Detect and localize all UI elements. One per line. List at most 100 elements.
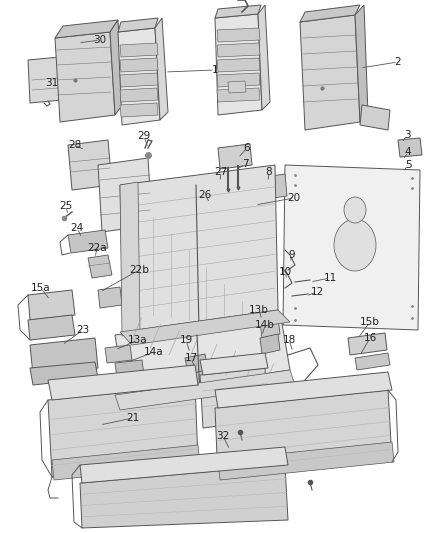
Text: 7: 7: [242, 159, 248, 169]
Polygon shape: [215, 5, 261, 18]
Polygon shape: [30, 338, 98, 375]
Text: 26: 26: [198, 190, 212, 200]
Polygon shape: [55, 32, 115, 122]
Text: 11: 11: [323, 273, 337, 283]
Polygon shape: [360, 105, 390, 130]
Polygon shape: [283, 165, 420, 330]
Polygon shape: [28, 290, 75, 320]
Polygon shape: [80, 465, 288, 528]
Polygon shape: [300, 5, 360, 22]
Ellipse shape: [344, 197, 366, 223]
Polygon shape: [118, 28, 160, 125]
Text: 17: 17: [184, 353, 198, 363]
Polygon shape: [348, 333, 387, 355]
Polygon shape: [115, 370, 295, 410]
Polygon shape: [228, 81, 246, 93]
Polygon shape: [217, 88, 260, 102]
Polygon shape: [260, 334, 280, 354]
Polygon shape: [98, 158, 152, 232]
Text: 3: 3: [404, 130, 410, 140]
Text: 14a: 14a: [144, 347, 164, 357]
Polygon shape: [28, 315, 75, 340]
Text: 19: 19: [180, 335, 193, 345]
Text: 22a: 22a: [87, 243, 107, 253]
Text: 29: 29: [138, 131, 151, 141]
Polygon shape: [185, 354, 208, 374]
Polygon shape: [258, 5, 270, 110]
Text: 6: 6: [244, 143, 250, 153]
Text: 10: 10: [279, 267, 292, 277]
Text: 15b: 15b: [360, 317, 380, 327]
Polygon shape: [398, 138, 422, 157]
Polygon shape: [300, 15, 360, 130]
Text: 2: 2: [395, 57, 401, 67]
Text: 15a: 15a: [31, 283, 51, 293]
Polygon shape: [68, 140, 112, 190]
Text: 20: 20: [287, 193, 300, 203]
Polygon shape: [200, 368, 268, 428]
Polygon shape: [30, 362, 98, 385]
Polygon shape: [48, 365, 198, 400]
Polygon shape: [217, 73, 260, 87]
Polygon shape: [120, 310, 290, 345]
Text: 24: 24: [71, 223, 84, 233]
Text: 14b: 14b: [255, 320, 275, 330]
Polygon shape: [88, 255, 112, 278]
Polygon shape: [215, 390, 392, 480]
Polygon shape: [120, 58, 158, 72]
Text: 18: 18: [283, 335, 296, 345]
Text: 23: 23: [76, 325, 90, 335]
Polygon shape: [115, 312, 290, 395]
Polygon shape: [355, 353, 390, 370]
Polygon shape: [200, 353, 268, 375]
Polygon shape: [188, 366, 217, 390]
Text: 27: 27: [214, 167, 228, 177]
Polygon shape: [115, 360, 144, 378]
Polygon shape: [120, 73, 158, 87]
Text: 5: 5: [405, 160, 411, 170]
Polygon shape: [120, 165, 278, 332]
Text: 1: 1: [212, 65, 218, 75]
Polygon shape: [80, 447, 288, 483]
Ellipse shape: [334, 219, 376, 271]
Text: 16: 16: [364, 333, 377, 343]
Polygon shape: [208, 175, 234, 195]
Polygon shape: [217, 58, 260, 72]
Text: 32: 32: [216, 431, 230, 441]
Polygon shape: [258, 174, 287, 200]
Polygon shape: [68, 230, 108, 253]
Text: 12: 12: [311, 287, 324, 297]
Text: 30: 30: [93, 35, 106, 45]
Polygon shape: [120, 182, 140, 336]
Polygon shape: [98, 287, 122, 308]
Polygon shape: [215, 372, 392, 408]
Text: 22b: 22b: [129, 265, 149, 275]
Polygon shape: [52, 445, 200, 480]
Polygon shape: [260, 318, 280, 338]
Polygon shape: [118, 18, 158, 32]
Text: 13a: 13a: [128, 335, 148, 345]
Text: 25: 25: [60, 201, 73, 211]
Polygon shape: [217, 43, 260, 57]
Polygon shape: [218, 442, 394, 480]
Polygon shape: [110, 20, 123, 115]
Polygon shape: [218, 144, 252, 169]
Text: 13b: 13b: [249, 305, 269, 315]
Polygon shape: [198, 195, 227, 215]
Text: 9: 9: [289, 250, 295, 260]
Polygon shape: [355, 5, 368, 122]
Text: 8: 8: [266, 167, 272, 177]
Polygon shape: [105, 345, 132, 363]
Polygon shape: [28, 57, 62, 103]
Text: 4: 4: [405, 147, 411, 157]
Polygon shape: [120, 43, 158, 57]
Text: 21: 21: [127, 413, 140, 423]
Polygon shape: [217, 28, 260, 42]
Polygon shape: [215, 14, 262, 115]
Polygon shape: [120, 103, 158, 117]
Polygon shape: [48, 385, 198, 477]
Polygon shape: [120, 88, 158, 102]
Polygon shape: [55, 20, 118, 38]
Text: 31: 31: [46, 78, 59, 88]
Text: 28: 28: [68, 140, 81, 150]
